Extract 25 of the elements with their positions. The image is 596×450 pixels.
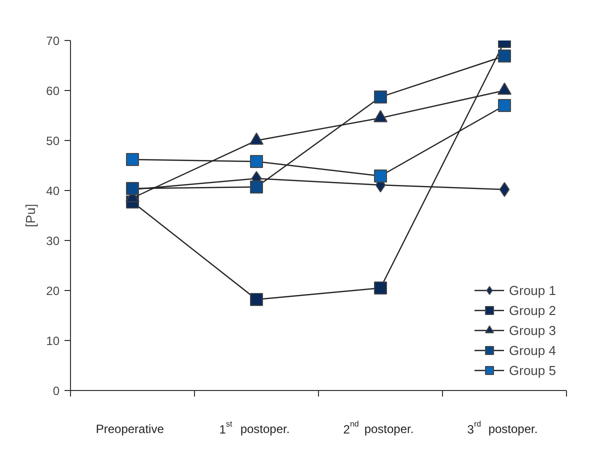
y-tick-label: 0 [52, 384, 60, 398]
y-axis-title: [Pu] [23, 204, 38, 228]
point [374, 282, 387, 294]
legend-label: Group 5 [509, 362, 556, 378]
point [126, 153, 139, 166]
y-tick-label: 50 [46, 134, 60, 148]
point [250, 293, 263, 306]
legend-label: Group 3 [509, 322, 556, 338]
point [250, 180, 263, 194]
y-tick-label: 10 [46, 334, 60, 348]
point [498, 50, 511, 62]
point [374, 170, 387, 182]
y-tick-label: 20 [46, 284, 60, 298]
y-tick-label: 60 [46, 84, 60, 98]
y-tick-label: 40 [46, 184, 60, 198]
point [250, 155, 263, 168]
point [374, 90, 387, 104]
x-tick-label: Preoperative [96, 422, 164, 436]
point [498, 99, 511, 112]
legend-label: Group 2 [509, 302, 556, 318]
legend-label: Group 1 [509, 282, 556, 298]
y-tick-label: 30 [46, 234, 60, 248]
legend-label: Group 4 [509, 342, 556, 358]
y-tick-label: 70 [46, 34, 60, 48]
point [499, 182, 510, 197]
